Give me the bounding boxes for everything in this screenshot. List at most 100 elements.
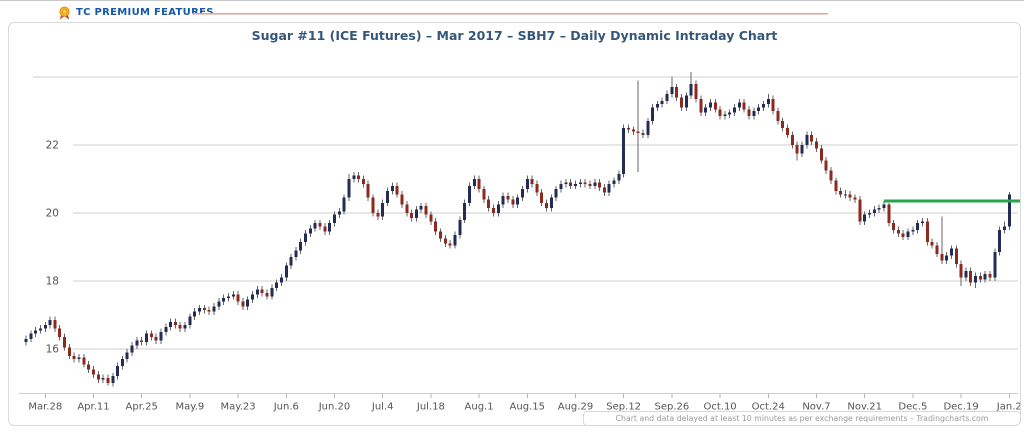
candle-body: [212, 306, 216, 312]
candle-body: [294, 250, 298, 258]
candle-body: [154, 337, 158, 341]
candle-body: [660, 100, 664, 105]
candle-body: [58, 328, 62, 338]
candle-body: [959, 264, 963, 278]
x-tick-label: Nov.7: [802, 402, 830, 413]
candle-body: [43, 325, 47, 329]
x-tick-label: May.9: [175, 402, 204, 413]
candle-body: [135, 340, 139, 346]
candle-body: [472, 179, 476, 186]
candle-body: [265, 292, 269, 297]
candle-body: [516, 197, 520, 205]
candle-body: [366, 184, 370, 198]
candle-body: [593, 182, 597, 186]
candle-body: [935, 245, 939, 254]
candle-body: [164, 326, 168, 332]
candle-body: [67, 347, 71, 356]
candle-body: [453, 235, 457, 246]
candle-body: [694, 83, 698, 100]
candle-body: [357, 175, 361, 179]
candle-body: [347, 179, 351, 198]
candle-body: [332, 214, 336, 224]
candle-body: [193, 311, 197, 317]
candle-body: [573, 184, 577, 186]
x-tick-label: Jul.4: [371, 402, 394, 413]
candle-body: [477, 179, 481, 190]
candle-body: [602, 187, 606, 193]
candle-body: [289, 257, 293, 266]
candle-body: [448, 243, 452, 246]
candle-body: [414, 209, 418, 219]
y-tick-label: 20: [46, 208, 59, 220]
header-divider-line: [192, 13, 828, 15]
candle-body: [805, 134, 809, 145]
candle-body: [940, 253, 944, 261]
candle-body: [520, 189, 524, 198]
candle-body: [400, 194, 404, 205]
candle-body: [337, 211, 341, 215]
candle-body: [877, 207, 881, 210]
candle-body: [530, 179, 534, 185]
candle-body: [583, 182, 587, 185]
candle-body: [810, 134, 814, 142]
candle-body: [91, 369, 95, 375]
candle-body: [723, 114, 727, 117]
candle-body: [978, 275, 982, 280]
y-tick-label: 18: [46, 276, 59, 288]
candle-body: [202, 308, 206, 310]
candle-body: [439, 231, 443, 239]
candle-body: [140, 340, 144, 343]
candle-body: [159, 332, 163, 341]
candle-body: [496, 204, 500, 213]
candle-body: [598, 182, 602, 188]
candle-body: [921, 221, 925, 224]
candle-body: [405, 204, 409, 213]
candle-body: [795, 145, 799, 154]
candle-body: [892, 223, 896, 230]
candle-body: [863, 214, 867, 222]
candle-body: [270, 287, 274, 297]
x-tick-label: Nov.21: [847, 402, 882, 413]
candle-body: [101, 377, 105, 380]
candle-body: [887, 204, 891, 224]
candle-body: [183, 325, 187, 329]
candle-body: [525, 179, 529, 190]
candle-body: [988, 274, 992, 278]
candle-body: [916, 223, 920, 230]
candle-body: [896, 230, 900, 234]
candle-body: [945, 255, 949, 261]
candle-body: [843, 194, 847, 196]
candle-body: [684, 95, 688, 108]
candle-body: [868, 213, 871, 215]
candle-body: [617, 173, 621, 181]
candle-body: [318, 223, 322, 227]
brand-title[interactable]: TC PREMIUM FEATURES: [76, 7, 214, 18]
candle-body: [954, 248, 958, 264]
page-top-border: [0, 0, 1024, 1]
candle-body: [713, 102, 717, 110]
candle-body: [410, 213, 414, 219]
candle-body: [443, 238, 447, 244]
candle-body: [77, 357, 81, 360]
x-tick-label: Jul.18: [416, 402, 445, 413]
x-tick-label: Jun.6: [273, 402, 299, 413]
candle-body: [72, 355, 76, 360]
candle-body: [554, 189, 558, 198]
candle-body: [467, 185, 471, 203]
candle-body: [275, 282, 279, 288]
candle-body: [376, 213, 380, 217]
candle-body: [304, 233, 308, 242]
candle-body: [728, 112, 732, 115]
candle-body: [1002, 226, 1006, 230]
candle-body: [328, 223, 332, 232]
candle-body: [901, 233, 905, 237]
candle-body: [390, 185, 394, 191]
candle-body: [222, 298, 226, 302]
candle-body: [1007, 194, 1011, 227]
chart-disclaimer: Chart and data delayed at least 10 minut…: [583, 411, 1021, 426]
x-tick-label: Apr.11: [77, 402, 109, 413]
candle-body: [251, 294, 255, 300]
candle-body: [761, 104, 765, 108]
candle-body: [381, 202, 385, 217]
candle-body: [308, 228, 312, 234]
